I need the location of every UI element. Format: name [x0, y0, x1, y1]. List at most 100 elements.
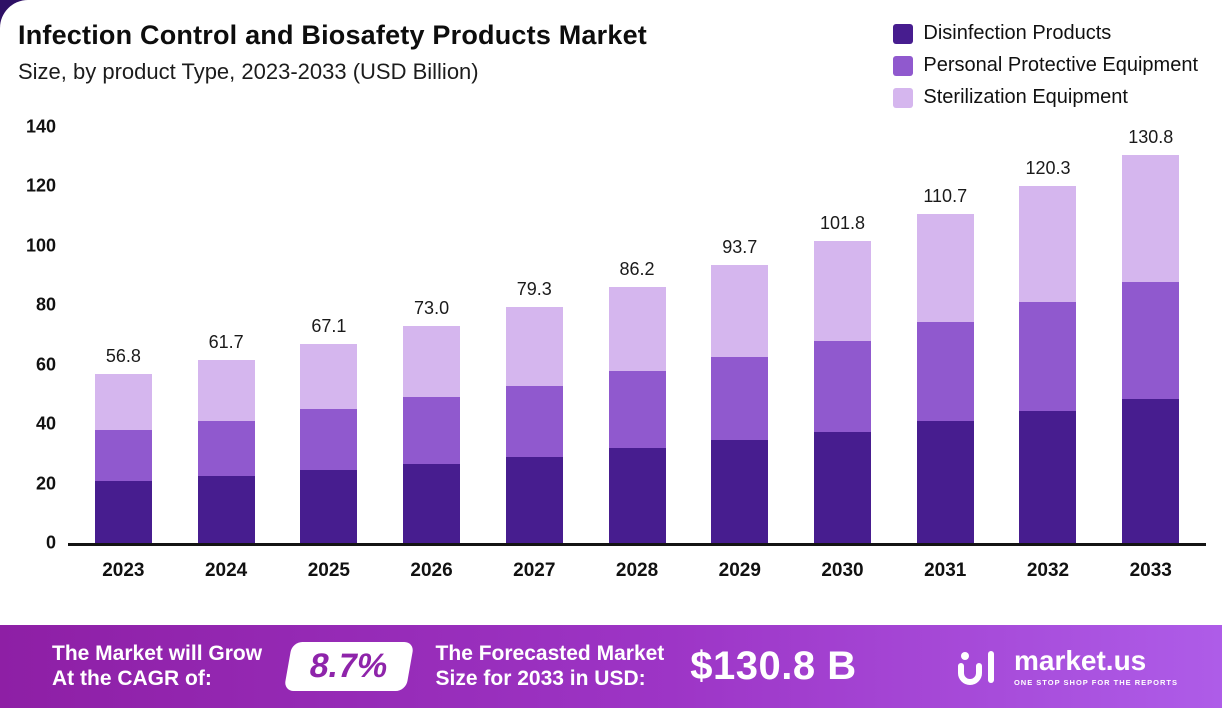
stacked-bar — [711, 264, 769, 543]
page-subtitle: Size, by product Type, 2023-2033 (USD Bi… — [18, 59, 479, 84]
brand-name: market.us — [1013, 644, 1147, 676]
stacked-bar — [197, 359, 255, 543]
stacked-bar — [94, 374, 152, 543]
x-axis-label: 2024 — [204, 560, 248, 581]
legend-item: Sterilization Equipment — [893, 86, 1198, 109]
bar-total-label: 93.7 — [722, 236, 758, 257]
bar-segment-sterilization-equipment — [711, 264, 769, 358]
forecast-label-line2: Size for 2033 in USD: — [435, 666, 646, 690]
bar-total-label: 56.8 — [105, 346, 141, 367]
cagr-label-line2: At the CAGR of: — [52, 666, 212, 690]
x-axis: 2023 2024 2025 2026 2027 2028 2029 2030 2031 2032… — [68, 560, 1206, 582]
stacked-bar — [916, 214, 974, 543]
bar-segment-personal-protective-equipment — [1019, 302, 1077, 411]
x-axis-label: 2031 — [924, 560, 967, 581]
x-axis-label: 2025 — [307, 560, 350, 581]
bar-segment-sterilization-equipment — [916, 214, 974, 322]
legend: Disinfection Products Personal Protective… — [893, 20, 1206, 109]
bar-segment-disinfection-products — [300, 470, 358, 543]
bar-segment-sterilization-equipment — [403, 326, 461, 398]
bar-group: 86.2 — [586, 127, 689, 543]
stacked-bar — [608, 286, 666, 543]
bar-total-label: 73.0 — [414, 298, 450, 319]
cagr-value: 8.7% — [306, 647, 391, 685]
bar-segment-personal-protective-equipment — [403, 397, 461, 465]
bar-group: 67.1 — [277, 127, 380, 543]
y-axis: 0 20 40 60 80 100 120 140 — [10, 117, 68, 553]
header: Infection Control and Biosafety Products… — [0, 0, 1222, 113]
x-axis-label: 2033 — [1129, 560, 1172, 581]
forecast-label: The Forecasted Market Size for 2033 in U… — [436, 642, 665, 692]
bar-segment-sterilization-equipment — [505, 307, 563, 386]
bar-group: 93.7 — [688, 127, 791, 543]
page-title: Infection Control and Biosafety Products… — [18, 20, 647, 50]
cagr-value-pill: 8.7% — [283, 642, 414, 691]
bar-segment-disinfection-products — [197, 476, 255, 543]
x-axis-label: 2028 — [615, 560, 659, 581]
bar-total-label: 130.8 — [1128, 127, 1174, 147]
bar-segment-sterilization-equipment — [300, 343, 358, 410]
bar-segment-sterilization-equipment — [814, 240, 871, 341]
stacked-bar — [1019, 185, 1077, 543]
bar-segment-disinfection-products — [94, 480, 152, 543]
titles: Infection Control and Biosafety Products… — [18, 20, 647, 85]
brand-text: market.us ONE STOP SHOP FOR THE REPORTS — [1013, 644, 1178, 687]
x-axis-label: 2029 — [718, 560, 761, 581]
bar-total-label: 61.7 — [208, 331, 244, 352]
y-tick-label: 20 — [35, 473, 56, 494]
bar-segment-disinfection-products — [403, 464, 461, 543]
x-axis-label: 2027 — [513, 560, 556, 581]
bar-segment-sterilization-equipment — [94, 374, 152, 431]
stacked-bar — [1122, 155, 1180, 543]
x-axis-label: 2032 — [1026, 560, 1070, 581]
forecast-value: $130.8 B — [690, 644, 857, 688]
bar-total-label: 120.3 — [1025, 157, 1071, 178]
bar-group: 101.8 — [791, 127, 894, 543]
legend-item: Disinfection Products — [893, 22, 1198, 45]
plot-area: 56.8 61.7 67.1 73.0 79.3 86.2 93.7 101.8 110.7 12… — [68, 127, 1206, 546]
brand-tagline: ONE STOP SHOP FOR THE REPORTS — [1013, 677, 1178, 687]
marketus-logo-icon — [957, 648, 1004, 686]
bar-group: 120.3 — [997, 127, 1100, 543]
bar-segment-sterilization-equipment — [1019, 185, 1077, 303]
bar-total-label: 79.3 — [516, 279, 552, 300]
bar-total-label: 101.8 — [819, 212, 866, 233]
bar-segment-personal-protective-equipment — [197, 421, 255, 477]
bar-group: 56.8 — [72, 127, 175, 543]
legend-label: Personal Protective Equipment — [923, 54, 1198, 76]
x-axis-label: 2030 — [821, 560, 864, 581]
bar-segment-personal-protective-equipment — [608, 370, 666, 448]
bar-segment-disinfection-products — [505, 456, 563, 543]
forecast-label-line1: The Forecasted Market — [435, 641, 665, 665]
chart: 0 20 40 60 80 100 120 140 56.8 61.7 67.1 73.0 79.3 8… — [0, 113, 1222, 582]
footer-banner: The Market will Grow At the CAGR of: 8.7… — [0, 625, 1222, 708]
bar-segment-personal-protective-equipment — [505, 385, 563, 457]
x-axis-label: 2026 — [410, 560, 453, 581]
bar-group: 73.0 — [380, 127, 483, 543]
plot-wrap: 56.8 61.7 67.1 73.0 79.3 86.2 93.7 101.8 110.7 12… — [68, 127, 1206, 582]
legend-swatch — [893, 87, 914, 108]
cagr-label-line1: The Market will Grow — [52, 641, 263, 665]
x-axis-label: 2023 — [102, 560, 145, 581]
stacked-bar — [505, 307, 563, 543]
bar-segment-disinfection-products — [916, 421, 974, 543]
bar-segment-personal-protective-equipment — [711, 357, 769, 441]
bar-segment-disinfection-products — [711, 440, 769, 543]
bar-total-label: 110.7 — [923, 186, 968, 207]
cagr-label: The Market will Grow At the CAGR of: — [52, 642, 262, 692]
y-tick-label: 0 — [45, 532, 56, 553]
stacked-bar — [403, 326, 461, 543]
bar-segment-personal-protective-equipment — [916, 321, 974, 422]
y-tick-label: 80 — [35, 294, 56, 315]
y-tick-label: 140 — [25, 116, 56, 137]
bar-segment-personal-protective-equipment — [94, 430, 152, 481]
bar-segment-disinfection-products — [1122, 399, 1180, 543]
bar-segment-disinfection-products — [608, 447, 666, 543]
bar-segment-sterilization-equipment — [1122, 155, 1180, 282]
stacked-bar — [814, 240, 871, 543]
stacked-bar — [300, 343, 358, 543]
brand: market.us ONE STOP SHOP FOR THE REPORTS — [957, 644, 1178, 687]
bar-segment-sterilization-equipment — [197, 359, 255, 422]
bar-total-label: 86.2 — [619, 258, 655, 279]
